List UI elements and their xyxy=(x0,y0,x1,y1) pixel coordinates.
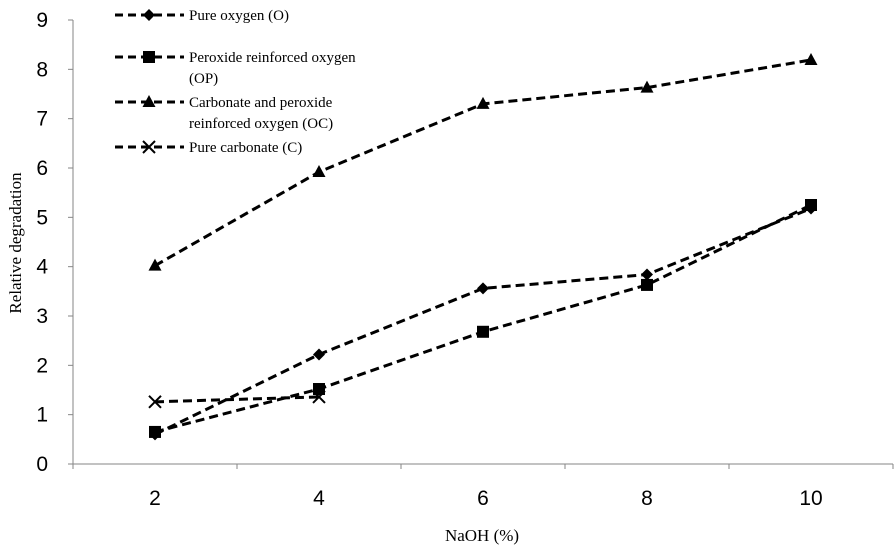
y-tick-label: 3 xyxy=(36,305,48,328)
data-point-x xyxy=(148,395,162,409)
y-axis-title: Relative degradation xyxy=(6,172,25,314)
series-triangle xyxy=(148,52,818,271)
data-point-triangle xyxy=(804,52,818,65)
y-tick-label: 2 xyxy=(36,354,48,377)
legend-entry: Pure carbonate (C) xyxy=(115,140,302,156)
data-point-diamond xyxy=(313,348,325,361)
legend-entry: Peroxide reinforced oxygen (OP) xyxy=(115,50,356,87)
data-point-square xyxy=(313,383,325,396)
data-point-triangle xyxy=(476,96,490,109)
data-point-triangle xyxy=(312,164,326,177)
series-square xyxy=(149,199,817,438)
data-point-square xyxy=(805,199,817,211)
legend-marker-x xyxy=(142,140,156,154)
legend-label: Pure oxygen (O) xyxy=(189,8,289,24)
y-tick-label: 7 xyxy=(36,108,48,131)
series-layer xyxy=(148,52,818,441)
series-x xyxy=(148,390,326,409)
x-tick-label: 10 xyxy=(799,487,822,510)
x-tick-label: 8 xyxy=(641,487,653,510)
legend-label: Peroxide reinforced oxygen xyxy=(189,50,356,66)
data-point-diamond xyxy=(477,282,489,295)
plot-area: 0 1 2 3 4 5 6 7 8 9 2 4 6 8 10 xyxy=(36,9,894,510)
data-point-diamond xyxy=(641,268,653,281)
x-tick-label: 6 xyxy=(477,487,489,510)
legend-label: Carbonate and peroxide xyxy=(189,95,333,111)
y-tick-label: 4 xyxy=(36,256,48,279)
data-point-x xyxy=(312,390,326,404)
legend-marker-triangle xyxy=(142,95,156,107)
x-tick-label: 4 xyxy=(313,487,325,510)
legend-entry: Pure oxygen (O) xyxy=(115,8,289,24)
data-point-triangle xyxy=(148,258,162,271)
y-tick-label: 5 xyxy=(36,206,48,229)
legend-marker-diamond xyxy=(143,9,155,21)
y-tick-label: 0 xyxy=(36,453,48,476)
legend-label: Pure carbonate (C) xyxy=(189,140,302,156)
series-diamond xyxy=(149,202,817,441)
y-tick-label: 6 xyxy=(36,157,48,180)
legend-marker-square xyxy=(143,51,155,63)
data-point-triangle xyxy=(640,80,654,93)
y-tick-label: 1 xyxy=(36,404,48,427)
data-point-square xyxy=(149,425,161,438)
x-axis-ticks: 2 4 6 8 10 xyxy=(72,464,894,510)
series-line xyxy=(154,207,812,436)
x-tick-label: 2 xyxy=(149,487,161,510)
series-line xyxy=(154,58,812,267)
legend-entry: Carbonate and peroxide reinforced oxygen … xyxy=(115,95,333,132)
y-tick-label: 9 xyxy=(36,9,48,32)
legend-label: reinforced oxygen (OC) xyxy=(189,116,333,132)
legend-label: (OP) xyxy=(189,71,218,87)
series-line xyxy=(154,395,320,404)
x-axis-title: NaOH (%) xyxy=(445,526,519,545)
data-point-square xyxy=(641,278,653,291)
y-tick-label: 8 xyxy=(36,58,48,81)
y-axis-ticks: 0 1 2 3 4 5 6 7 8 9 xyxy=(36,9,73,476)
data-point-square xyxy=(477,325,489,338)
legend: Pure oxygen (O) Peroxide reinforced oxyge… xyxy=(115,8,356,156)
